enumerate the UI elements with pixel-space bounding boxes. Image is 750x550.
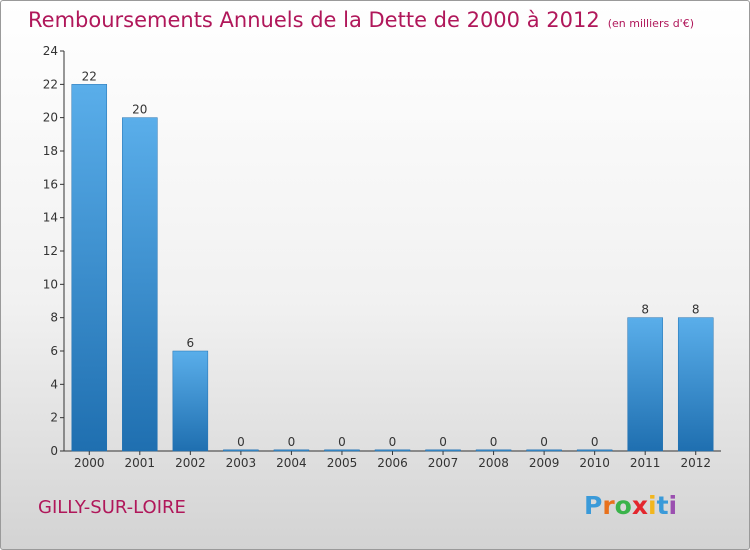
logo-letter: i — [668, 491, 678, 520]
bar-2002 — [172, 350, 209, 452]
y-tick-label: 12 — [43, 244, 58, 258]
x-tick-label: 2009 — [529, 456, 560, 470]
chart-labels: 2000 22 2001 20 2002 6 2003 0 2004 0 2005 0 2006 0 200… — [74, 69, 711, 470]
chart-bars — [71, 84, 714, 452]
x-tick-label: 2011 — [630, 456, 661, 470]
data-label: 0 — [237, 435, 245, 449]
data-label: 0 — [389, 435, 397, 449]
logo-letter: r — [602, 491, 615, 520]
chart-title-text: Remboursements Annuels de la Dette de 20… — [28, 8, 600, 32]
data-label: 0 — [490, 435, 498, 449]
data-label: 0 — [338, 435, 346, 449]
y-tick-label: 18 — [43, 144, 58, 158]
bar-2008 — [475, 449, 512, 452]
x-tick-label: 2007 — [428, 456, 459, 470]
proxiti-logo: Proxiti — [584, 491, 677, 520]
bar-2003 — [223, 449, 259, 452]
x-tick-label: 2000 — [74, 456, 105, 470]
x-tick-label: 2002 — [175, 456, 206, 470]
bar-2006 — [374, 449, 411, 452]
y-tick-label: 22 — [43, 77, 58, 91]
bar-2000 — [71, 84, 108, 452]
data-label: 8 — [641, 303, 649, 317]
y-tick-label: 0 — [50, 444, 58, 458]
bar-2004 — [273, 449, 310, 452]
data-label: 0 — [591, 435, 599, 449]
logo-letter: x — [631, 491, 648, 520]
data-label: 8 — [692, 303, 700, 317]
y-tick-label: 24 — [43, 44, 58, 58]
chart-title: Remboursements Annuels de la Dette de 20… — [28, 8, 694, 32]
y-tick-label: 8 — [50, 311, 58, 325]
bar-2009 — [526, 449, 562, 452]
logo-letter: t — [656, 491, 669, 520]
y-tick-label: 16 — [43, 177, 58, 191]
data-label: 0 — [288, 435, 296, 449]
y-tick-label: 4 — [50, 377, 58, 391]
x-tick-label: 2001 — [125, 456, 156, 470]
x-tick-label: 2004 — [276, 456, 307, 470]
bar-2011 — [627, 317, 663, 452]
data-label: 20 — [132, 103, 147, 117]
commune-name: GILLY-SUR-LOIRE — [38, 497, 186, 518]
x-tick-label: 2012 — [680, 456, 711, 470]
bar-2010 — [576, 449, 613, 452]
x-tick-label: 2008 — [478, 456, 509, 470]
bar-2012 — [677, 317, 714, 452]
logo-letter: i — [648, 491, 657, 520]
bar-2001 — [122, 117, 158, 452]
data-label: 0 — [439, 435, 447, 449]
logo-letter: o — [614, 491, 632, 520]
data-label: 22 — [82, 69, 97, 83]
x-tick-label: 2010 — [579, 456, 610, 470]
data-label: 6 — [187, 336, 195, 350]
y-tick-label: 6 — [50, 344, 58, 358]
x-tick-label: 2006 — [377, 456, 408, 470]
y-tick-label: 2 — [50, 411, 58, 425]
data-label: 0 — [540, 435, 548, 449]
y-tick-label: 14 — [43, 211, 58, 225]
y-tick-label: 10 — [43, 277, 58, 291]
bar-2007 — [425, 449, 461, 452]
chart-subtitle: (en milliers d'€) — [607, 17, 694, 30]
y-tick-label: 20 — [43, 111, 58, 125]
logo-letter: P — [584, 491, 603, 520]
x-tick-label: 2005 — [327, 456, 358, 470]
x-tick-label: 2003 — [226, 456, 257, 470]
bar-2005 — [324, 449, 360, 452]
